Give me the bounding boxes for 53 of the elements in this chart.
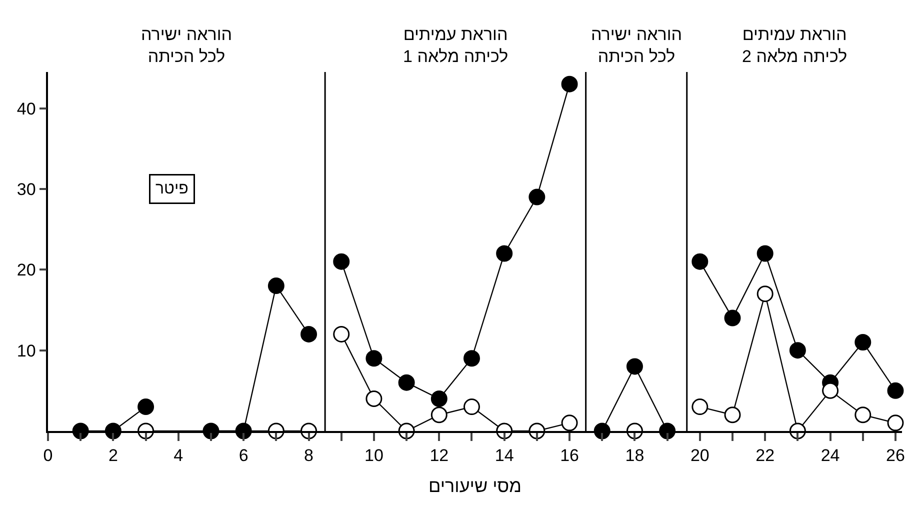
point — [561, 414, 578, 432]
point — [366, 350, 382, 367]
point — [333, 326, 350, 342]
x-tick-label: 6 — [238, 446, 248, 466]
text: הוראת עמיתים לכיתה מלאה 2 — [742, 25, 848, 66]
point — [463, 350, 480, 367]
y-tick-label: 10 — [16, 341, 36, 360]
point — [496, 245, 513, 262]
y-tick-label: 20 — [16, 260, 36, 280]
x-tick-label: 14 — [494, 446, 514, 466]
point — [756, 286, 774, 302]
point — [692, 398, 708, 416]
x-axis-title: מסי שיעורים — [428, 476, 522, 496]
point — [887, 414, 904, 432]
x-tick-label: 26 — [886, 446, 905, 466]
point — [430, 390, 448, 407]
point — [430, 406, 448, 424]
x-tick-label: 22 — [756, 446, 775, 466]
point — [366, 390, 382, 407]
text: הוראה ישירה לכל הכיתה — [591, 25, 682, 66]
y-tick-label: 30 — [16, 180, 36, 199]
text: הוראת עמיתים לכיתה מלאה 1 — [403, 25, 508, 66]
annotation: פיטר — [156, 180, 188, 198]
point — [724, 406, 741, 424]
point — [822, 382, 839, 399]
point — [887, 382, 904, 399]
point — [300, 326, 318, 342]
x-tick-label: 20 — [690, 446, 710, 466]
point — [789, 342, 806, 359]
point — [756, 245, 774, 262]
y-tick-label: 40 — [16, 99, 36, 118]
x-tick-label: 16 — [560, 446, 579, 466]
point — [333, 253, 350, 270]
x-tick-label: 18 — [625, 446, 644, 466]
x-tick-label: 4 — [174, 446, 184, 466]
x-tick-label: 0 — [43, 446, 53, 466]
point — [268, 278, 284, 294]
x-tick-label: 8 — [304, 446, 314, 466]
point — [854, 334, 872, 351]
x-tick-label: 24 — [820, 446, 840, 466]
text: הוראה ישירה לכל הכיתה — [141, 25, 232, 66]
point — [138, 398, 154, 416]
point — [528, 188, 546, 206]
point — [398, 374, 415, 391]
point — [692, 253, 708, 270]
x-tick-label: 10 — [364, 446, 384, 466]
x-tick-label: 12 — [430, 446, 449, 466]
point — [561, 76, 578, 92]
point — [463, 398, 480, 416]
point — [724, 310, 741, 326]
point — [626, 358, 643, 375]
point — [854, 406, 872, 424]
x-tick-label: 2 — [108, 446, 118, 466]
